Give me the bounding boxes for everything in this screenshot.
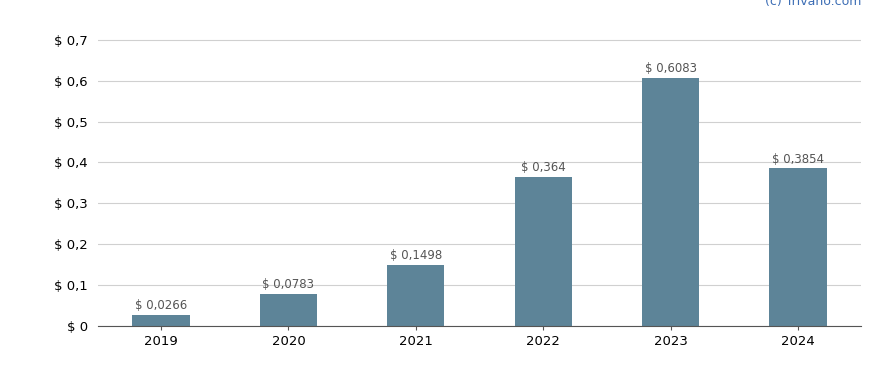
Bar bbox=[260, 294, 317, 326]
Bar bbox=[132, 315, 190, 326]
Text: $ 0,1498: $ 0,1498 bbox=[390, 249, 442, 262]
Text: $ 0,0266: $ 0,0266 bbox=[135, 299, 187, 312]
Text: $ 0,6083: $ 0,6083 bbox=[645, 62, 696, 75]
Bar bbox=[642, 78, 699, 326]
Bar bbox=[514, 177, 572, 326]
Text: $ 0,364: $ 0,364 bbox=[521, 161, 566, 174]
Text: (c) Trivano.com: (c) Trivano.com bbox=[765, 0, 861, 8]
Text: $ 0,3854: $ 0,3854 bbox=[772, 152, 824, 166]
Bar bbox=[387, 265, 445, 326]
Bar bbox=[769, 168, 827, 326]
Text: $ 0,0783: $ 0,0783 bbox=[263, 278, 314, 291]
